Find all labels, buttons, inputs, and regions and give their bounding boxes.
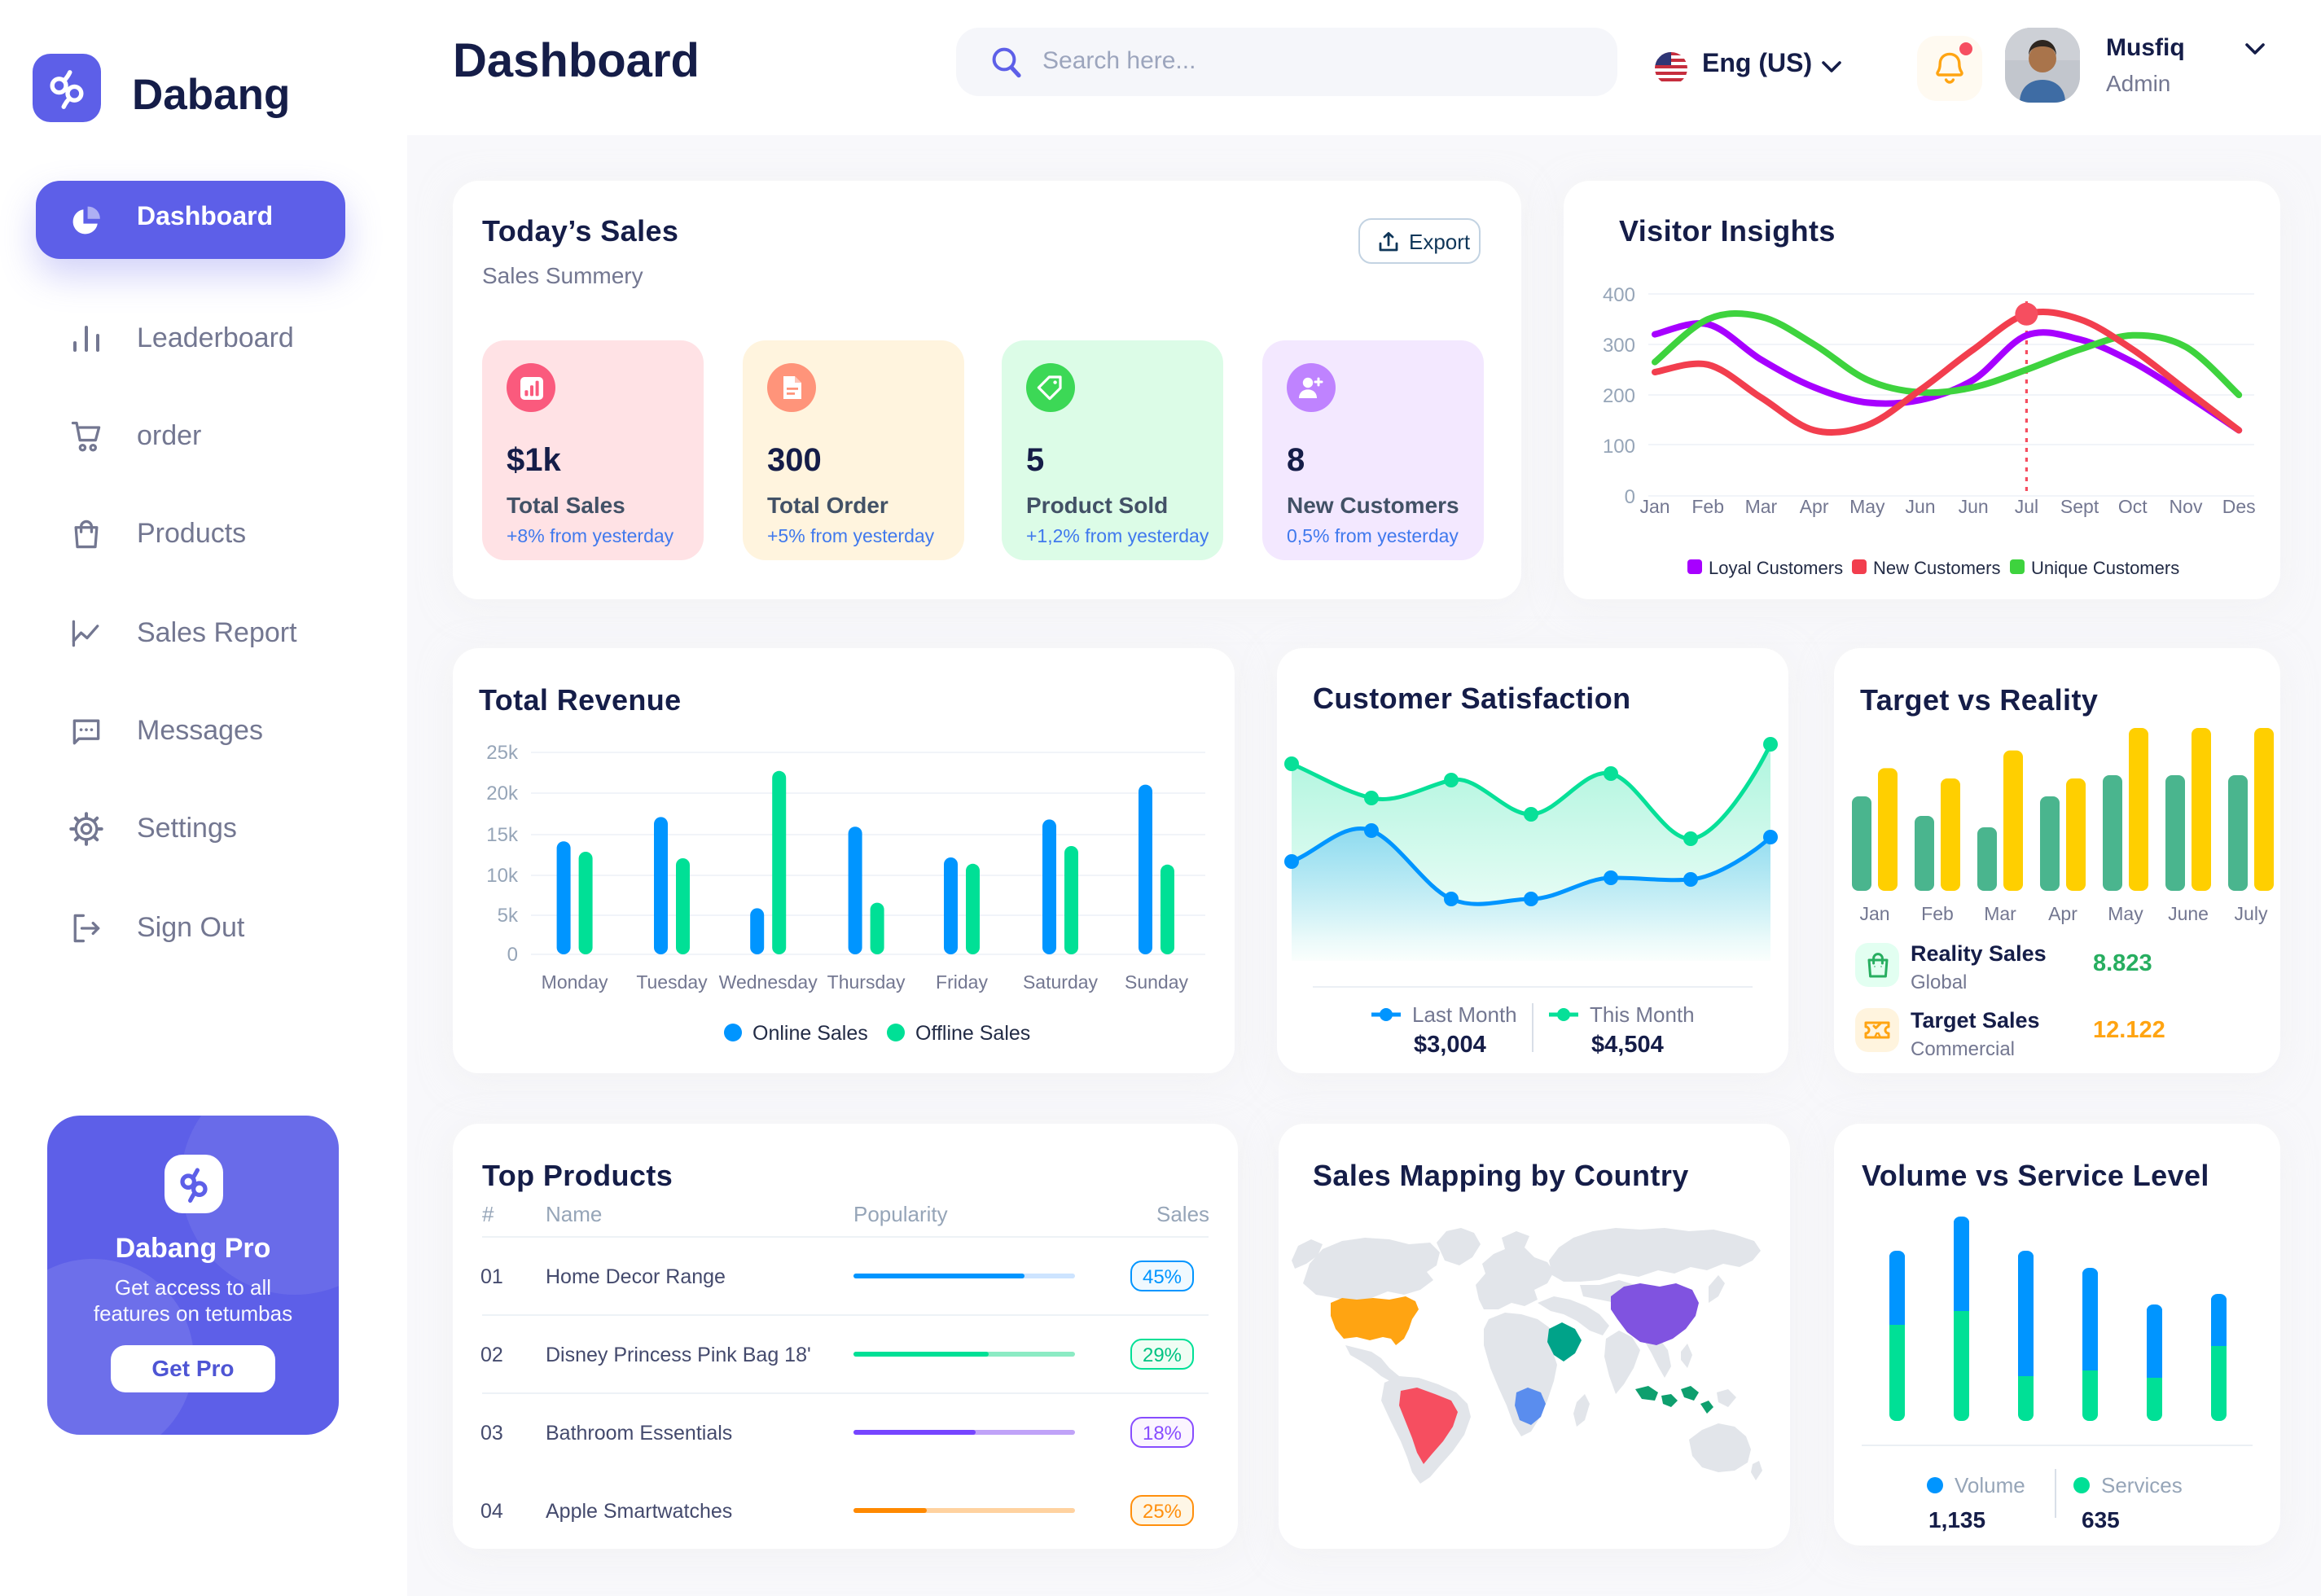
svg-text:Sunday: Sunday <box>1125 971 1189 993</box>
svg-text:Apr: Apr <box>2048 903 2077 924</box>
svg-text:July: July <box>2235 903 2268 924</box>
svg-text:Jun: Jun <box>1905 496 1935 517</box>
svg-text:Jul: Jul <box>2015 496 2038 517</box>
svg-text:Apr: Apr <box>1800 496 1829 517</box>
svg-text:Online Sales: Online Sales <box>752 1022 868 1045</box>
svg-text:Nov: Nov <box>2170 496 2203 517</box>
svg-text:25k: 25k <box>486 742 519 764</box>
svg-text:Monday: Monday <box>542 971 608 993</box>
svg-text:Last Month: Last Month <box>1412 1002 1517 1027</box>
svg-text:Friday: Friday <box>936 971 988 993</box>
svg-text:Unique Customers: Unique Customers <box>2031 558 2179 578</box>
svg-text:0: 0 <box>1625 486 1635 508</box>
svg-text:Feb: Feb <box>1921 903 1954 924</box>
svg-text:Loyal Customers: Loyal Customers <box>1709 558 1843 578</box>
svg-text:15k: 15k <box>486 824 519 846</box>
svg-text:5k: 5k <box>498 905 519 927</box>
svg-text:Des: Des <box>2222 496 2256 517</box>
svg-text:Thursday: Thursday <box>827 971 906 993</box>
svg-text:$4,504: $4,504 <box>1591 1032 1664 1058</box>
svg-text:Services: Services <box>2101 1473 2183 1497</box>
svg-text:Sept: Sept <box>2060 496 2099 517</box>
svg-text:100: 100 <box>1603 436 1635 458</box>
svg-text:400: 400 <box>1603 284 1635 306</box>
svg-text:200: 200 <box>1603 385 1635 407</box>
svg-text:Jan: Jan <box>1859 903 1889 924</box>
svg-text:Jan: Jan <box>1639 496 1669 517</box>
svg-text:Oct: Oct <box>2118 496 2148 517</box>
svg-text:300: 300 <box>1603 335 1635 357</box>
svg-text:635: 635 <box>2082 1507 2120 1532</box>
svg-text:Tuesday: Tuesday <box>636 971 708 993</box>
svg-text:May: May <box>1849 496 1885 517</box>
svg-text:0: 0 <box>507 944 518 966</box>
svg-text:May: May <box>2108 903 2143 924</box>
svg-text:Feb: Feb <box>1691 496 1724 517</box>
svg-text:Saturday: Saturday <box>1023 971 1099 993</box>
svg-text:10k: 10k <box>486 865 519 887</box>
svg-text:20k: 20k <box>486 783 519 805</box>
svg-text:Volume: Volume <box>1955 1473 2025 1497</box>
svg-text:Mar: Mar <box>1745 496 1778 517</box>
svg-text:This Month: This Month <box>1590 1002 1695 1027</box>
svg-text:Mar: Mar <box>1984 903 2016 924</box>
svg-text:Offline Sales: Offline Sales <box>915 1022 1030 1045</box>
svg-text:Wednesday: Wednesday <box>719 971 818 993</box>
svg-text:New Customers: New Customers <box>1873 558 2000 578</box>
svg-text:Jun: Jun <box>1959 496 1989 517</box>
svg-text:1,135: 1,135 <box>1928 1507 1985 1532</box>
svg-text:$3,004: $3,004 <box>1414 1032 1486 1058</box>
svg-text:June: June <box>2168 903 2209 924</box>
